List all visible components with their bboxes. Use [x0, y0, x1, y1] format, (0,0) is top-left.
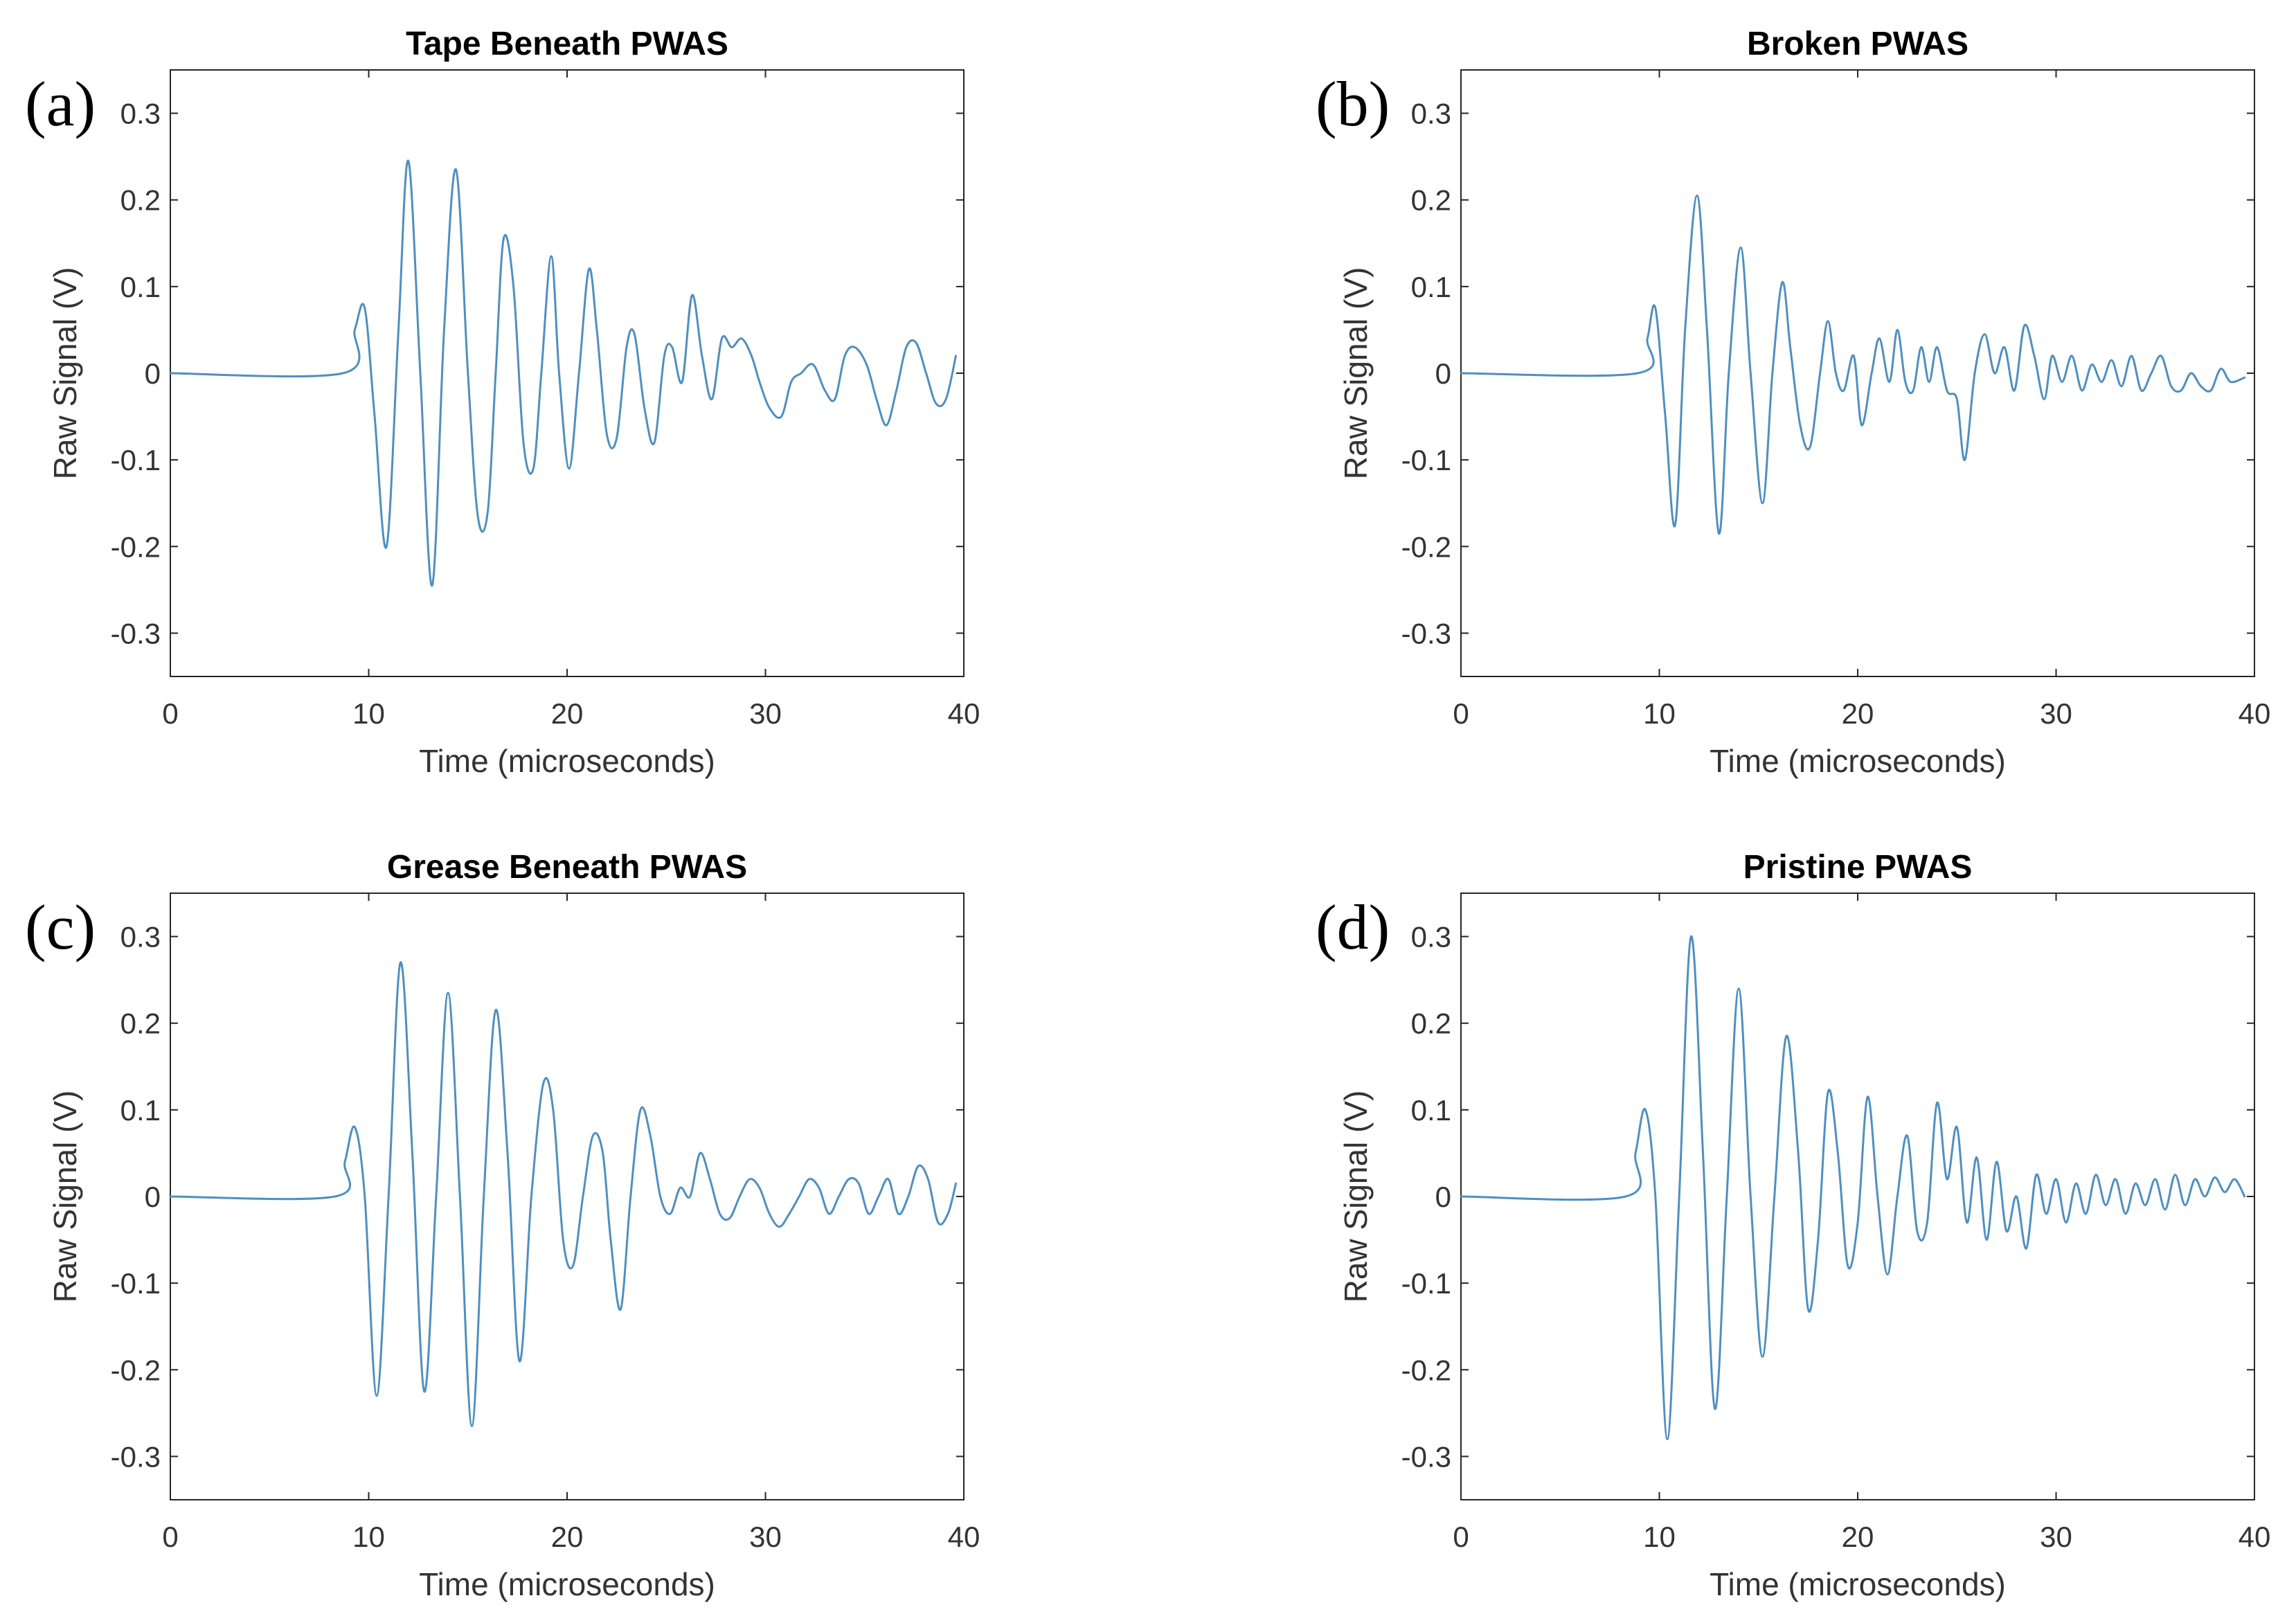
y-tick-label: 0.1 — [120, 271, 161, 303]
y-tick-label: 0.3 — [1411, 98, 1451, 130]
panel-label: (b) — [1316, 69, 1390, 139]
y-tick-label: -0.2 — [111, 530, 161, 563]
x-tick-label: 0 — [162, 1521, 178, 1553]
x-tick-label: 30 — [749, 697, 782, 730]
plot-area-frame — [170, 69, 965, 677]
x-tick-label: 30 — [2040, 1521, 2072, 1553]
plot-area-frame — [1460, 893, 2255, 1500]
signal-line-series-1 — [1460, 935, 2246, 1440]
y-tick-label: -0.3 — [111, 1440, 161, 1473]
chart-title: Pristine PWAS — [1743, 849, 1973, 886]
chart-title: Broken PWAS — [1747, 26, 1968, 62]
chart-panel-3: 0 10 20 30 40 0.3 0.2 0.1 0 -0.1 -0.2 -0.3 Grease Be… — [25, 849, 980, 1602]
y-tick-label: 0.2 — [1411, 1007, 1451, 1040]
signal-line-series-1 — [169, 961, 957, 1428]
y-tick-label: 0.1 — [1411, 1094, 1451, 1127]
y-tick-label: -0.2 — [111, 1354, 161, 1386]
y-axis-label: Raw Signal (V) — [1338, 267, 1374, 480]
y-tick-label: 0.2 — [1411, 184, 1451, 217]
y-tick-label: -0.3 — [111, 617, 161, 649]
chart-panel-4: 0 10 20 30 40 0.3 0.2 0.1 0 -0.1 -0.2 -0.3 Pristine … — [1316, 849, 2270, 1602]
plot-area-frame — [170, 893, 965, 1500]
y-axis-label: Raw Signal (V) — [47, 267, 83, 480]
x-axis-label: Time (microseconds) — [1710, 1566, 2006, 1602]
x-tick-label: 20 — [1842, 697, 1874, 730]
panel-label: (c) — [25, 892, 96, 962]
x-axis-label: Time (microseconds) — [1710, 743, 2006, 779]
x-tick-label: 20 — [1842, 1521, 1874, 1553]
x-axis-label: Time (microseconds) — [419, 743, 715, 779]
x-tick-label: 20 — [551, 1521, 584, 1553]
y-axis-label: Raw Signal (V) — [1338, 1091, 1374, 1303]
y-tick-label: 0.3 — [1411, 921, 1451, 953]
chart-panel-1: 0 10 20 30 40 0.3 0.2 0.1 0 -0.1 -0.2 -0.3 Tape Bene… — [25, 26, 980, 779]
x-tick-label: 10 — [352, 697, 385, 730]
x-tick-label: 0 — [1453, 1521, 1469, 1553]
y-tick-label: -0.1 — [1401, 444, 1451, 476]
signal-line-series-1 — [169, 159, 957, 587]
x-tick-label: 40 — [2239, 697, 2271, 730]
x-axis-label: Time (microseconds) — [419, 1566, 715, 1602]
x-tick-label: 20 — [551, 697, 584, 730]
chart-title: Grease Beneath PWAS — [387, 849, 747, 886]
panel-label: (d) — [1316, 892, 1390, 962]
y-tick-label: 0 — [145, 357, 161, 390]
x-tick-label: 30 — [749, 1521, 782, 1553]
y-tick-label: 0.1 — [120, 1094, 161, 1127]
x-tick-label: 0 — [1453, 697, 1469, 730]
y-tick-label: 0.2 — [120, 1007, 161, 1040]
y-tick-label: 0 — [1435, 357, 1451, 390]
y-tick-label: 0.2 — [120, 184, 161, 217]
y-tick-label: -0.2 — [1401, 1354, 1451, 1386]
plot-area-frame — [1460, 69, 2255, 677]
y-tick-label: -0.3 — [1401, 617, 1451, 649]
y-tick-label: -0.1 — [1401, 1267, 1451, 1300]
x-tick-label: 10 — [1643, 1521, 1676, 1553]
y-tick-label: 0.1 — [1411, 271, 1451, 303]
panel-label: (a) — [25, 69, 96, 139]
chart-title: Tape Beneath PWAS — [406, 26, 728, 62]
y-tick-label: -0.1 — [111, 1267, 161, 1300]
x-tick-label: 40 — [948, 697, 980, 730]
y-tick-label: 0.3 — [120, 921, 161, 953]
y-tick-label: -0.1 — [111, 444, 161, 476]
x-tick-label: 10 — [352, 1521, 385, 1553]
x-tick-label: 40 — [948, 1521, 980, 1553]
y-axis-label: Raw Signal (V) — [47, 1091, 83, 1303]
x-tick-label: 10 — [1643, 697, 1676, 730]
y-tick-label: -0.3 — [1401, 1440, 1451, 1473]
x-tick-label: 40 — [2239, 1521, 2271, 1553]
y-tick-label: 0 — [145, 1181, 161, 1213]
x-tick-label: 0 — [162, 697, 178, 730]
signal-line-series-1 — [1460, 195, 2246, 535]
y-tick-label: -0.2 — [1401, 530, 1451, 563]
y-tick-label: 0.3 — [120, 98, 161, 130]
chart-panel-2: 0 10 20 30 40 0.3 0.2 0.1 0 -0.1 -0.2 -0.3 Broken PW… — [1316, 26, 2270, 779]
x-tick-label: 30 — [2040, 697, 2072, 730]
y-tick-label: 0 — [1435, 1181, 1451, 1213]
